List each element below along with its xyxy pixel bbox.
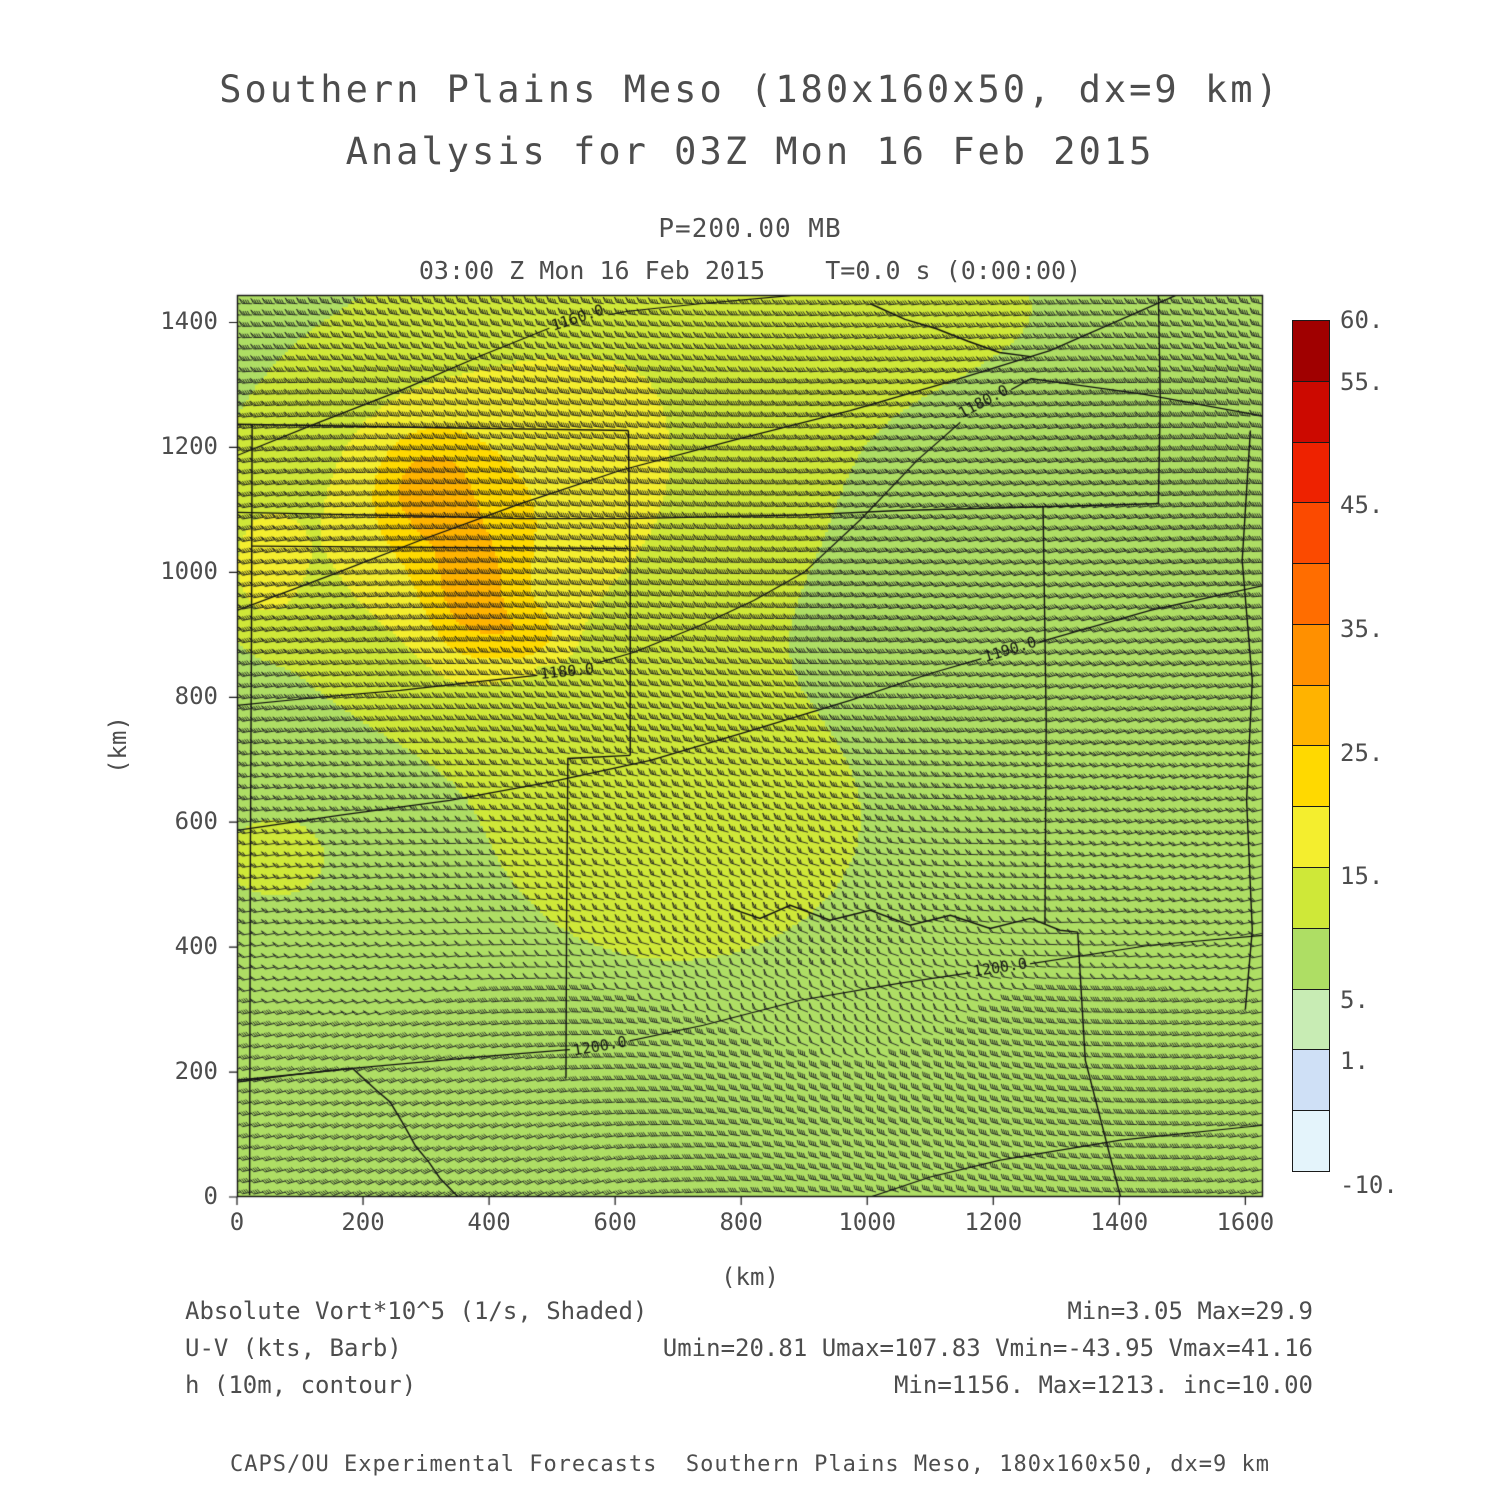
colorbar-cell	[1292, 502, 1330, 565]
colorbar-label: -10.	[1340, 1171, 1398, 1199]
legend-row-contour: h (10m, contour) Min=1156. Max=1213. inc…	[185, 1371, 1313, 1399]
x-tick-label: 400	[467, 1208, 511, 1236]
colorbar-label: 45.	[1340, 491, 1384, 520]
colorbar-label: 35.	[1340, 614, 1384, 643]
y-tick-label: 600	[174, 807, 218, 836]
legend-shaded-stats: Min=3.05 Max=29.9	[1067, 1297, 1313, 1325]
figure-title: Southern Plains Meso (180x160x50, dx=9 k…	[219, 68, 1281, 111]
legend-wind-name: U-V (kts, Barb)	[185, 1334, 402, 1362]
legend-contour-name: h (10m, contour)	[185, 1371, 417, 1399]
y-tick-label: 400	[174, 932, 218, 961]
legend-row-shaded: Absolute Vort*10^5 (1/s, Shaded) Min=3.0…	[185, 1297, 1313, 1325]
colorbar-cell	[1292, 563, 1330, 625]
y-tick-label: 1000	[160, 557, 218, 586]
y-tick-label: 200	[174, 1057, 218, 1086]
colorbar-cell	[1292, 441, 1330, 504]
x-tick-label: 1400	[1090, 1208, 1149, 1236]
x-tick-label: 600	[593, 1208, 637, 1236]
colorbar-cell	[1292, 1049, 1330, 1112]
pressure-level-label: P=200.00 MB	[658, 214, 842, 244]
colorbar-label: 5.	[1340, 985, 1369, 1014]
figure-subtitle: Analysis for 03Z Mon 16 Feb 2015	[345, 130, 1155, 173]
colorbar-cell	[1292, 684, 1330, 747]
x-tick-label: 1200	[964, 1208, 1023, 1236]
x-tick-label: 1600	[1216, 1208, 1275, 1236]
y-tick-label: 1400	[160, 307, 218, 336]
colorbar-cell	[1292, 1110, 1330, 1172]
colorbar-cell	[1292, 988, 1330, 1051]
colorbar-label: 1.	[1340, 1047, 1369, 1076]
x-tick-label: 800	[719, 1208, 763, 1236]
map-plot-canvas	[227, 285, 1273, 1207]
legend-contour-stats: Min=1156. Max=1213. inc=10.00	[893, 1371, 1313, 1399]
figure-footer: CAPS/OU Experimental Forecasts Southern …	[230, 1452, 1270, 1477]
colorbar-cell	[1292, 806, 1330, 869]
y-tick-label: 1200	[160, 432, 218, 461]
x-tick-label: 1000	[838, 1208, 897, 1236]
colorbar-label: 55.	[1340, 367, 1384, 396]
colorbar-cell	[1292, 745, 1330, 808]
legend-row-wind: U-V (kts, Barb) Umin=20.81 Umax=107.83 V…	[185, 1334, 1313, 1362]
colorbar-label: 15.	[1340, 862, 1384, 891]
colorbar	[1292, 320, 1330, 1172]
legend-shaded-name: Absolute Vort*10^5 (1/s, Shaded)	[185, 1297, 648, 1325]
colorbar-label: 60.	[1340, 306, 1384, 334]
valid-time-label: 03:00 Z Mon 16 Feb 2015 T=0.0 s (0:00:00…	[418, 256, 1082, 285]
x-axis-label: (km)	[721, 1263, 779, 1291]
colorbar-cell	[1292, 380, 1330, 443]
x-tick-label: 0	[229, 1208, 245, 1236]
y-tick-label: 0	[203, 1182, 218, 1210]
colorbar-cell	[1292, 623, 1330, 686]
colorbar-cell	[1292, 927, 1330, 990]
colorbar-cell	[1292, 320, 1330, 382]
y-axis-label: (km)	[104, 716, 132, 774]
x-tick-label: 200	[341, 1208, 385, 1236]
legend-wind-stats: Umin=20.81 Umax=107.83 Vmin=-43.95 Vmax=…	[662, 1334, 1313, 1362]
colorbar-label: 25.	[1340, 738, 1384, 767]
y-tick-label: 800	[174, 682, 218, 711]
colorbar-cell	[1292, 867, 1330, 929]
